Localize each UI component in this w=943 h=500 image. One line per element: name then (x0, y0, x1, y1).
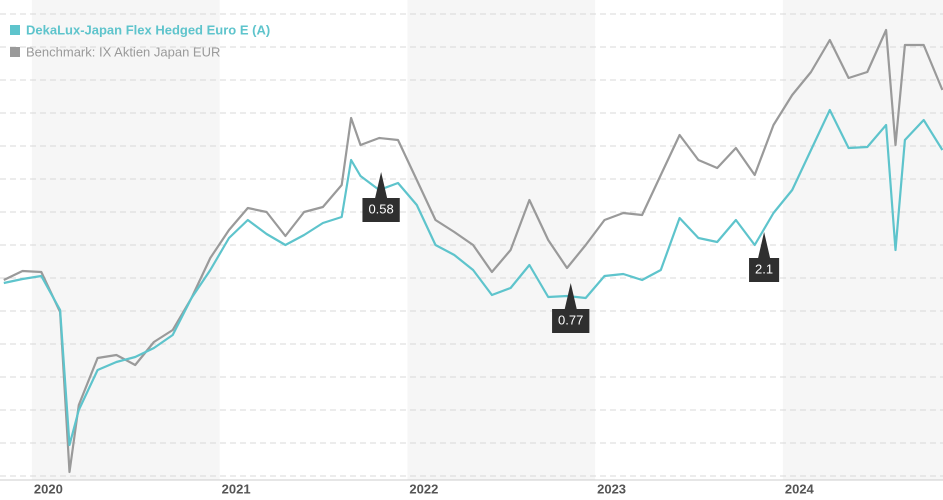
annotation-box (362, 198, 400, 222)
year-bands (31, 0, 943, 480)
x-tick-label: 2023 (597, 481, 626, 496)
legend-swatch (10, 25, 20, 35)
annotation-label: 0.58 (368, 201, 393, 216)
legend-label: Benchmark: IX Aktien Japan EUR (26, 44, 220, 59)
year-band (31, 0, 220, 480)
annotations: 0.58 0.77 2.1 (362, 172, 780, 333)
x-tick-label: 2022 (409, 481, 438, 496)
series-line (3, 28, 943, 474)
grid: 2020 2021 2022 2023 2024 (0, 13, 943, 496)
annotation-marker (758, 232, 771, 258)
year-band (407, 0, 596, 480)
legend: DekaLux-Japan Flex Hedged Euro E (A) Benc… (10, 22, 270, 59)
x-tick-label: 2024 (785, 481, 815, 496)
legend-label: DekaLux-Japan Flex Hedged Euro E (A) (26, 22, 270, 37)
legend-swatch (10, 47, 20, 57)
x-tick-label: 2020 (34, 481, 63, 496)
annotation-box (749, 258, 780, 282)
annotation-label: 2.1 (755, 261, 773, 276)
series-line (3, 108, 943, 447)
annotation-marker (375, 172, 388, 198)
annotation-label: 0.77 (558, 312, 583, 327)
x-tick-label: 2021 (222, 481, 251, 496)
lines (3, 28, 943, 474)
annotation-box (552, 309, 590, 333)
year-band (782, 0, 943, 480)
annotation-marker (564, 283, 577, 309)
